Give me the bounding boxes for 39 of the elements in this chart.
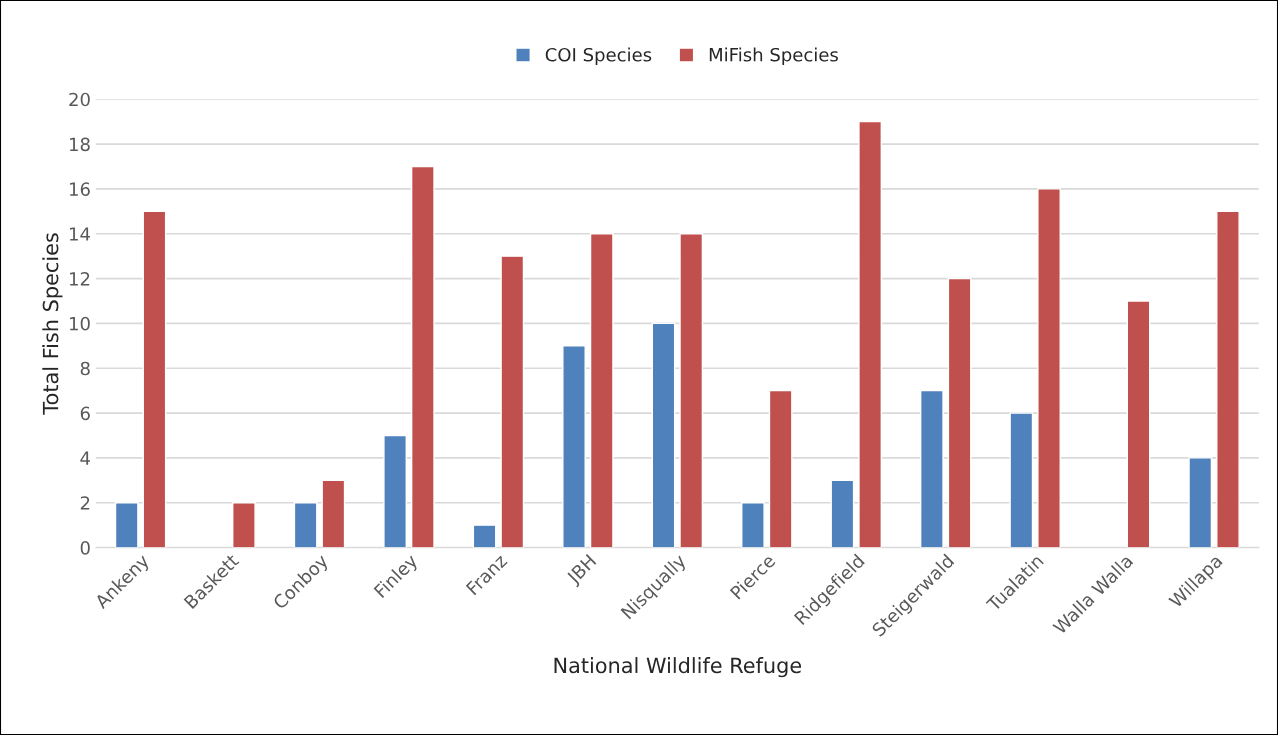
bar	[1188, 457, 1213, 548]
x-axis-title: National Wildlife Refuge	[554, 657, 802, 678]
bar	[293, 502, 318, 548]
y-axis-title: Total Fish Species	[42, 233, 63, 415]
bar	[858, 120, 883, 548]
bar	[142, 210, 167, 548]
y-tick-label: 4	[80, 451, 90, 465]
y-tick-label: 12	[70, 272, 90, 286]
y-tick-label: 0	[80, 541, 90, 555]
bar	[768, 389, 793, 548]
y-tick-label: 2	[80, 496, 90, 510]
bar	[383, 434, 407, 548]
bar	[500, 255, 525, 548]
y-tick-label: 20	[69, 92, 90, 107]
y-tick-label: 6	[80, 406, 90, 421]
bar	[472, 524, 497, 548]
bar	[114, 502, 139, 548]
bar	[947, 277, 972, 548]
bar	[741, 502, 765, 548]
bar	[1037, 188, 1061, 548]
bar	[589, 233, 614, 548]
y-tick-label: 18	[70, 137, 90, 152]
bar	[1126, 300, 1151, 548]
legend-label: MiFish Species	[709, 47, 838, 66]
bar	[679, 233, 704, 548]
y-tick-label: 10	[70, 316, 90, 331]
bar	[1009, 412, 1034, 548]
bar	[232, 502, 256, 548]
bar	[321, 479, 346, 548]
bar	[1216, 210, 1240, 548]
y-tick-label: 14	[70, 227, 90, 241]
y-tick-label: 16	[70, 182, 90, 197]
bar	[919, 389, 944, 548]
bar	[562, 345, 586, 548]
legend-label: COI Species	[545, 47, 652, 66]
bar	[830, 479, 855, 548]
bar	[410, 165, 435, 548]
bar	[651, 322, 676, 548]
y-tick-label: 8	[80, 361, 90, 376]
